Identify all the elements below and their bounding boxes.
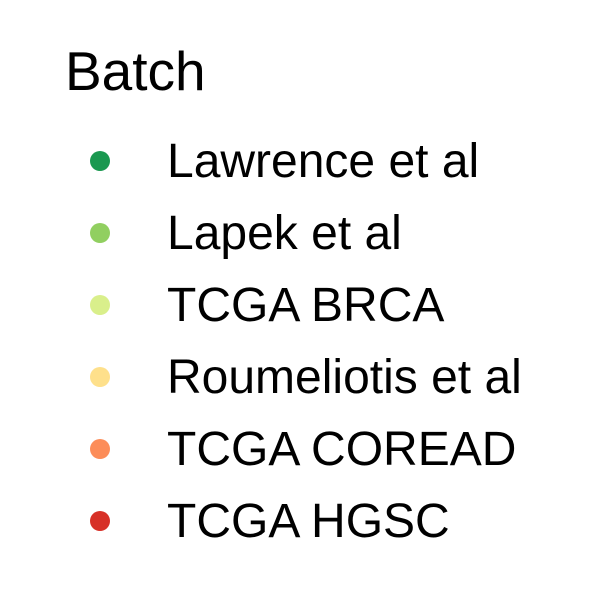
legend-title: Batch: [65, 40, 206, 102]
legend-dot-icon: [90, 511, 110, 531]
legend-label: Lawrence et al: [167, 135, 480, 188]
legend-item: TCGA HGSC: [0, 485, 600, 557]
legend-item: Lapek et al: [0, 197, 600, 269]
legend-dot-icon: [90, 367, 110, 387]
legend-dot-icon: [90, 223, 110, 243]
legend-label: TCGA BRCA: [167, 279, 445, 332]
legend-label: Lapek et al: [167, 207, 402, 260]
legend-label: Roumeliotis et al: [167, 351, 522, 404]
legend-item: TCGA BRCA: [0, 269, 600, 341]
legend-item: TCGA COREAD: [0, 413, 600, 485]
legend-dot-icon: [90, 151, 110, 171]
legend-dot-icon: [90, 439, 110, 459]
legend-dot-icon: [90, 295, 110, 315]
legend-item: Roumeliotis et al: [0, 341, 600, 413]
legend-label: TCGA COREAD: [167, 423, 517, 476]
legend-item: Lawrence et al: [0, 125, 600, 197]
legend-label: TCGA HGSC: [167, 495, 450, 548]
